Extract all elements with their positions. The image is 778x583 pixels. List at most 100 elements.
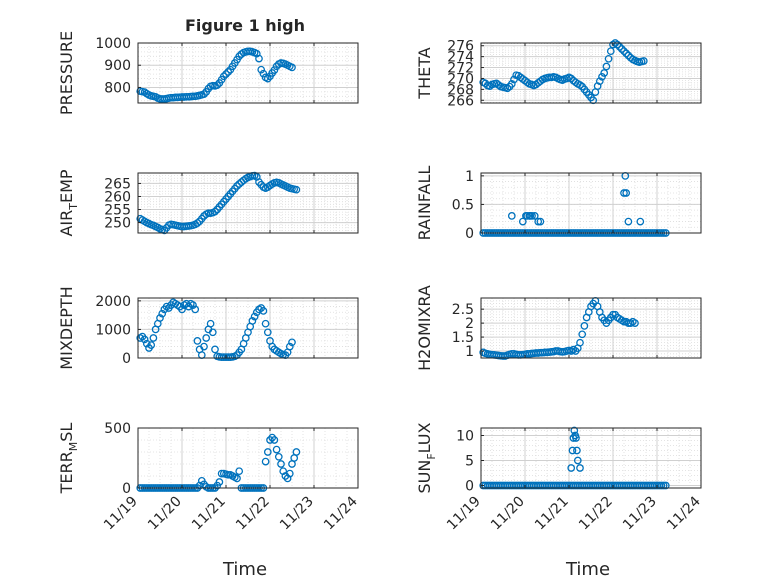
data-point	[158, 309, 167, 318]
data-point	[149, 334, 158, 342]
data-point	[567, 74, 576, 83]
data-point	[208, 328, 217, 337]
data-point	[193, 219, 202, 227]
data-point	[142, 339, 151, 348]
data-point	[578, 330, 587, 339]
y-tick-label: 0	[465, 226, 474, 242]
data-point	[292, 448, 301, 456]
data-point	[233, 182, 241, 190]
data-point	[270, 436, 279, 444]
data-point	[534, 217, 543, 226]
y-tick-label: 5	[465, 454, 474, 470]
data-point	[211, 345, 219, 354]
y-tick-label: 2	[465, 316, 474, 332]
y-tick-label: 2.5	[452, 302, 474, 318]
data-point	[624, 51, 633, 60]
data-point	[189, 301, 197, 309]
y-tick-label: 270	[447, 71, 474, 87]
data-point	[576, 338, 584, 347]
data-point	[570, 426, 579, 435]
y-tick-label: 272	[447, 61, 474, 77]
y-tick-label: 1000	[95, 322, 131, 338]
data-point	[250, 312, 259, 321]
data-point	[528, 212, 536, 220]
data-point	[263, 74, 272, 83]
y-axis-label: MIXDEPTH	[57, 286, 76, 369]
y-axis-label: SUNFLUX	[415, 422, 438, 493]
y-tick-label: 265	[104, 176, 131, 192]
y-tick-label: 1	[465, 169, 474, 185]
data-point	[600, 69, 609, 77]
axes-box	[137, 42, 359, 104]
data-point	[268, 433, 277, 442]
data-point	[518, 217, 527, 226]
y-axis-label: AIRTEMP	[57, 169, 80, 236]
data-point	[191, 305, 200, 314]
y-tick-label: 1	[465, 344, 474, 360]
data-point	[631, 319, 639, 327]
y-axis-label: THETA	[415, 47, 434, 99]
data-point	[233, 474, 241, 483]
data-point	[261, 319, 270, 328]
data-point	[657, 481, 666, 490]
data-point	[536, 217, 545, 226]
data-point	[602, 62, 611, 71]
data-point	[235, 52, 244, 61]
data-point	[215, 478, 224, 486]
y-axis-label: TERRMSL	[57, 423, 80, 495]
data-point	[620, 47, 628, 56]
data-point	[235, 180, 244, 188]
data-point	[659, 481, 668, 490]
axes-box	[480, 172, 702, 234]
data-point	[288, 338, 296, 347]
data-point	[507, 212, 516, 220]
x-axis-label-right: Time	[565, 559, 610, 580]
data-point	[224, 470, 233, 479]
data-point	[202, 334, 211, 342]
data-point	[617, 45, 626, 53]
data-point	[523, 212, 532, 220]
axes-box	[137, 172, 359, 234]
data-point	[255, 54, 263, 63]
y-tick-label: 260	[104, 189, 131, 205]
data-point	[530, 212, 539, 220]
data-point	[507, 80, 516, 88]
y-tick-label: 10	[456, 429, 474, 445]
data-point	[595, 77, 604, 86]
data-point	[222, 70, 230, 78]
data-point	[224, 68, 233, 76]
data-point	[266, 436, 274, 444]
data-point	[292, 185, 301, 194]
y-tick-label: 0.5	[452, 197, 474, 213]
data-point	[636, 217, 645, 226]
data-point	[288, 63, 296, 72]
data-point	[620, 189, 628, 197]
y-tick-label: 500	[104, 421, 131, 437]
y-tick-label: 2000	[95, 294, 131, 310]
y-tick-label: 800	[104, 80, 131, 96]
data-point	[622, 49, 631, 58]
data-point	[568, 446, 577, 455]
data-point	[206, 319, 215, 328]
data-point	[639, 57, 648, 65]
data-point	[259, 307, 268, 315]
data-point	[598, 72, 606, 81]
axes-box	[137, 427, 359, 489]
y-tick-label: 0	[122, 351, 131, 367]
data-point	[178, 305, 186, 314]
data-point	[567, 464, 576, 472]
y-tick-label: 0	[465, 479, 474, 495]
data-point	[613, 40, 622, 49]
axes-box	[137, 297, 359, 359]
y-tick-label: 1.5	[452, 330, 474, 346]
data-point	[272, 445, 281, 454]
data-point	[510, 75, 518, 84]
data-point	[270, 66, 279, 74]
data-point	[211, 207, 219, 216]
y-axis-label: H2OMIXRA	[415, 285, 434, 371]
y-tick-label: 268	[447, 82, 474, 98]
figure-title: Figure 1 high	[185, 16, 305, 35]
